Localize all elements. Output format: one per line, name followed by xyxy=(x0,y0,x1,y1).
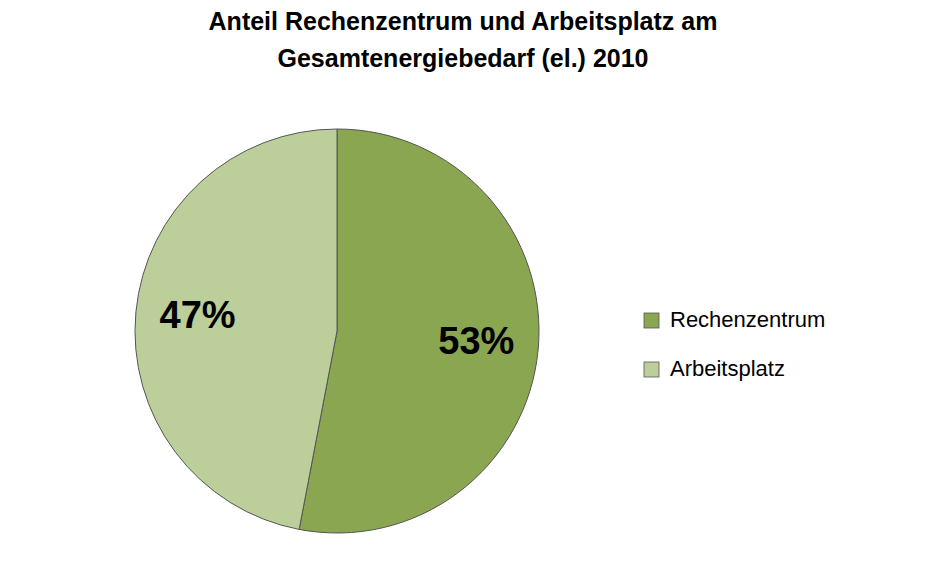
data-label: 53% xyxy=(438,320,514,362)
legend-label: Arbeitsplatz xyxy=(670,356,785,381)
pie-slice xyxy=(135,129,337,529)
legend-label: Rechenzentrum xyxy=(670,307,825,332)
legend-item: Arbeitsplatz xyxy=(644,356,785,381)
title-line: Anteil Rechenzentrum und Arbeitsplatz am xyxy=(209,7,718,35)
title-line: Gesamtenergiebedarf (el.) 2010 xyxy=(278,44,649,72)
data-labels: 53% 47% xyxy=(160,294,515,362)
pie xyxy=(135,129,539,533)
legend-item: Rechenzentrum xyxy=(644,307,825,332)
title: Anteil Rechenzentrum und Arbeitsplatz am… xyxy=(209,7,718,72)
legend-swatch xyxy=(644,362,659,377)
chart: Anteil Rechenzentrum und Arbeitsplatz am… xyxy=(0,0,926,566)
legend: Rechenzentrum Arbeitsplatz xyxy=(644,307,825,381)
data-label: 47% xyxy=(160,294,236,336)
legend-swatch xyxy=(644,313,659,328)
